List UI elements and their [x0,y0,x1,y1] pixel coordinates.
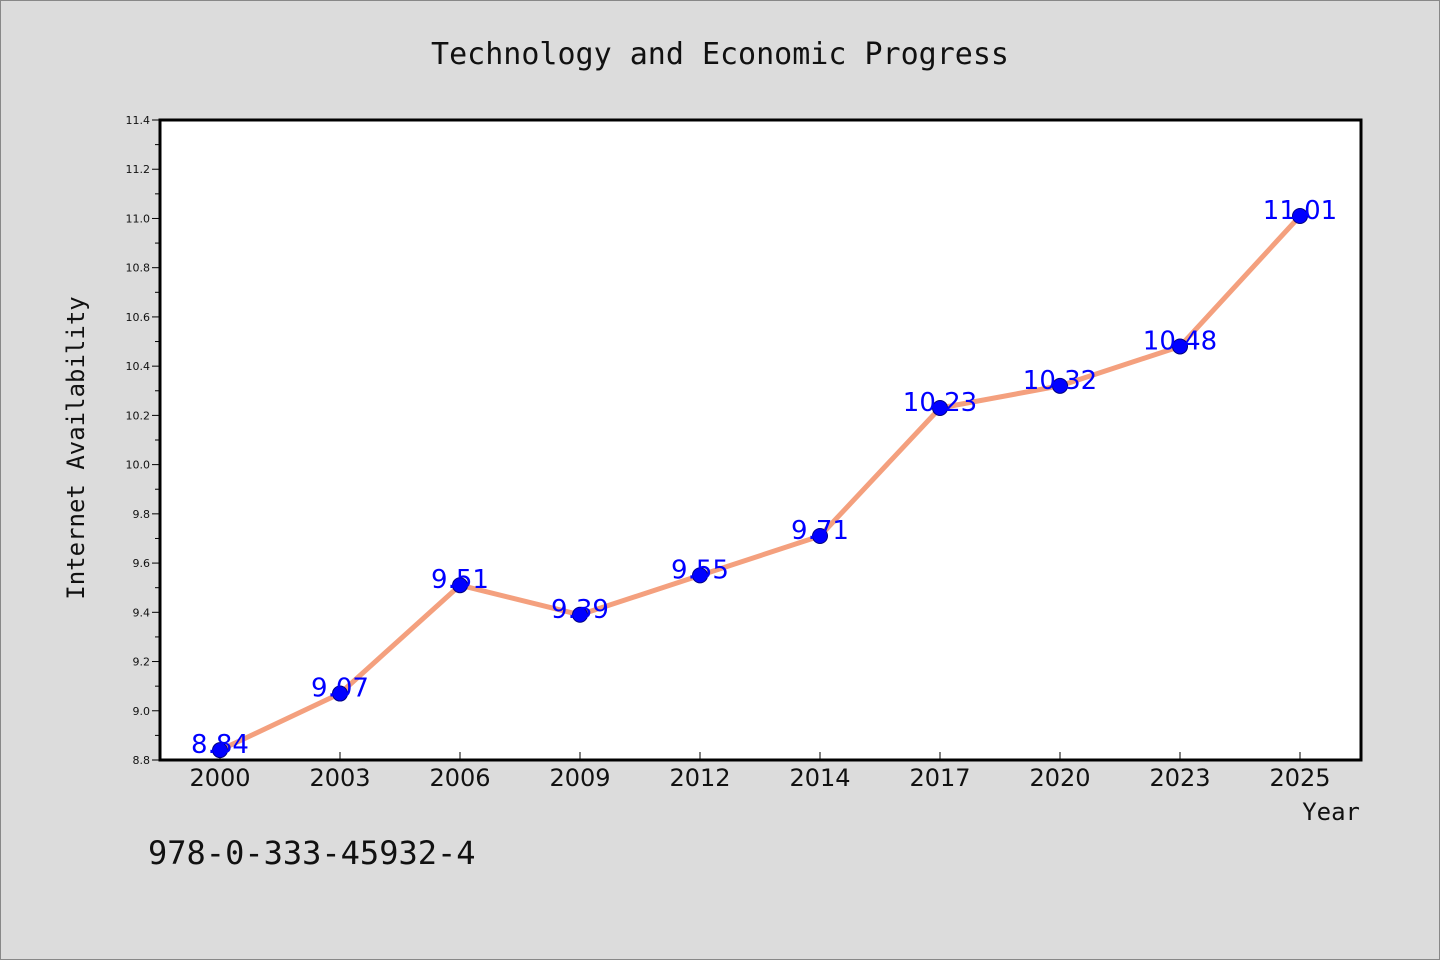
x-tick-label: 2009 [549,764,610,792]
data-point [812,528,828,544]
data-label: 9.39 [551,595,609,625]
data-point [692,567,708,584]
data-label: 10.48 [1143,326,1217,356]
data-point [212,742,228,759]
y-tick-label: 9.2 [133,656,151,669]
data-label: 8.84 [191,730,249,760]
y-axis: 8.8 9.0 9.2 9.4 9.6 9.8 10.0 10.2 10.4 10.6 10.8 11… [126,114,160,767]
isbn-footer: 978-0-333-45932-4 [148,834,476,872]
data-point [332,685,348,702]
y-tick-label: 9.8 [133,508,151,521]
x-tick-label: 2025 [1269,764,1330,792]
x-tick-label: 2006 [429,764,490,792]
x-tick-label: 2000 [189,764,250,792]
data-label: 10.32 [1023,366,1097,396]
y-tick-label: 9.6 [133,557,151,570]
data-markers [212,208,1308,759]
y-tick-label: 11.0 [126,212,151,225]
y-axis-label: Internet Availability [62,296,90,599]
y-tick-label: 10.0 [126,459,151,472]
y-tick-label: 10.6 [126,311,151,324]
y-tick-label: 10.2 [126,409,151,422]
y-tick-label: 11.4 [126,114,151,127]
chart-title: Technology and Economic Progress [431,37,1009,72]
data-label: 11.01 [1263,196,1337,226]
x-axis: 2000 2003 2006 2009 2012 2014 2017 2020 2023 2025 [189,752,1331,792]
series-line [218,214,1302,753]
data-point [932,400,948,416]
data-label: 9.51 [431,565,489,595]
y-tick-label: 10.8 [126,262,151,275]
x-tick-label: 2014 [789,764,850,792]
data-label: 10.23 [903,388,977,418]
data-label: 9.07 [311,674,369,704]
data-point [1052,377,1068,394]
plot-area [158,118,1363,762]
y-tick-label: 11.2 [126,163,151,176]
x-tick-label: 2017 [909,764,970,792]
y-tick-label: 10.4 [126,360,151,373]
x-tick-label: 2012 [669,764,730,792]
x-tick-label: 2020 [1029,764,1090,792]
x-tick-label: 2003 [309,764,370,792]
data-label: 9.55 [671,555,729,585]
data-point [1292,208,1308,224]
data-labels: 8.84 9.07 9.51 9.39 9.55 9.71 10.23 10.32 10.48 1… [191,196,1337,760]
y-tick-label: 9.0 [133,705,151,718]
y-tick-label: 8.8 [133,754,151,767]
x-axis-label: Year [1302,798,1360,826]
y-tick-label: 9.4 [133,606,151,619]
data-point [452,577,468,594]
data-point [1172,338,1188,355]
data-point [572,606,588,623]
data-label: 9.71 [791,516,849,546]
x-tick-label: 2023 [1149,764,1210,792]
